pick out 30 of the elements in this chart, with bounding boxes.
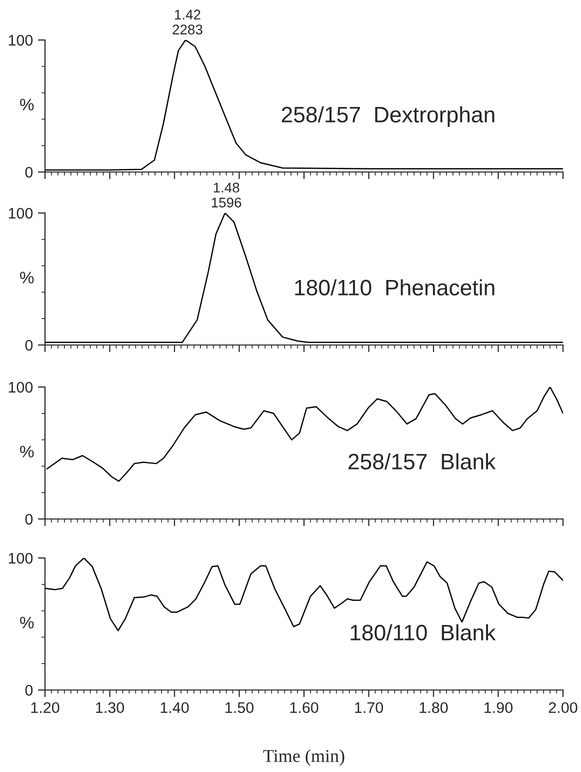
line-series xyxy=(46,387,563,482)
x-tick-label: 1.80 xyxy=(420,702,448,714)
y-axis-title: % xyxy=(20,272,34,284)
y-axis-title: % xyxy=(20,446,34,458)
y-tick-label: 100 xyxy=(8,382,33,393)
annotation: 180/110 Blank xyxy=(350,624,496,641)
y-tick-label: 0 xyxy=(25,684,33,696)
x-tick-label: 1.20 xyxy=(31,702,60,714)
y-tick-label: 0 xyxy=(25,514,33,525)
y-tick-label: 100 xyxy=(8,552,33,564)
annotation: 180/110 Phenacetin xyxy=(295,279,494,296)
x-tick-label: 1.90 xyxy=(484,702,513,714)
y-tick-label: 100 xyxy=(8,34,33,46)
annotation: 1.42 2283 xyxy=(172,10,202,34)
x-tick-label: 2.00 xyxy=(548,702,578,714)
x-tick-label: 1.70 xyxy=(355,702,384,714)
line-series xyxy=(45,213,563,343)
x-tick-label: 1.40 xyxy=(160,702,189,714)
y-axis-title: % xyxy=(20,616,34,628)
annotation: 1.48 1596 xyxy=(212,182,242,208)
y-axis-title: % xyxy=(20,98,34,110)
x-tick-label: 1.50 xyxy=(226,702,254,714)
y-tick-label: 0 xyxy=(25,340,33,351)
annotation: 258/157 Blank xyxy=(348,453,496,470)
y-tick-label: 0 xyxy=(25,166,33,178)
annotation: 258/157 Dextrorphan xyxy=(282,106,494,127)
y-tick-label: 100 xyxy=(8,208,33,219)
x-axis-title: Time (min) xyxy=(263,749,344,766)
x-tick-label: 1.30 xyxy=(96,702,124,714)
x-tick-label: 1.60 xyxy=(290,702,318,714)
